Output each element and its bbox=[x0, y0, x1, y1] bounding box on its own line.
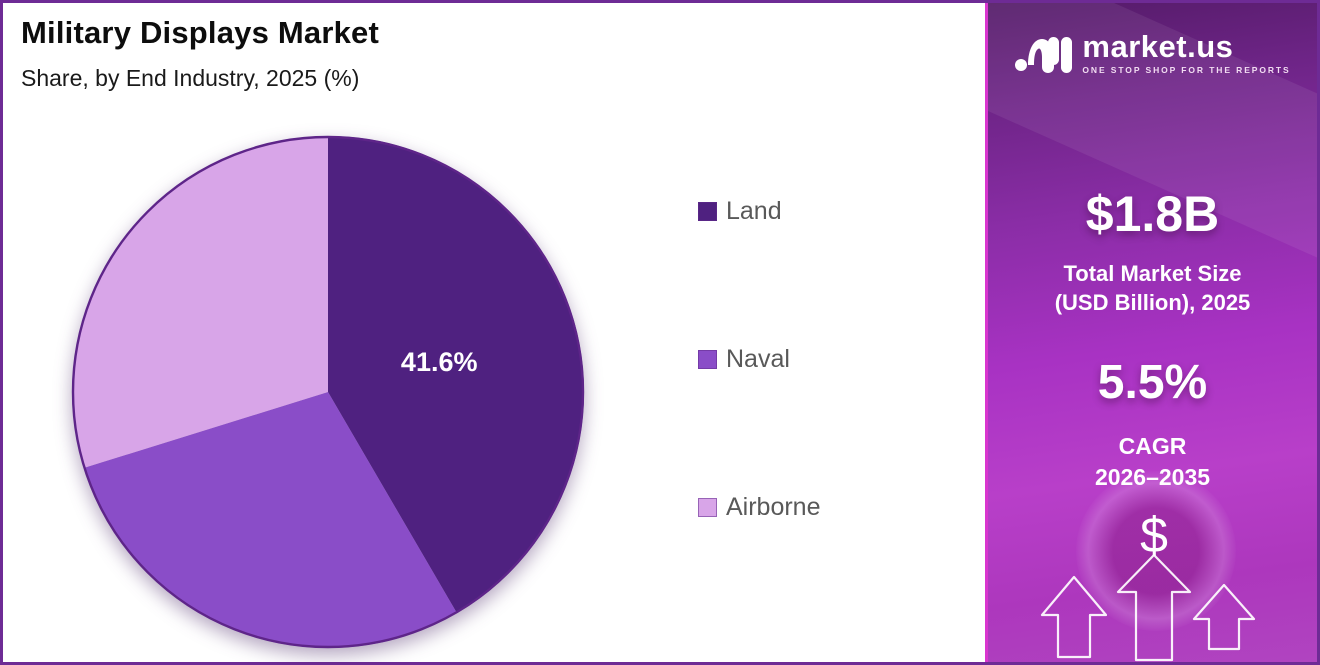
cagr-caption: CAGR 2026–2035 bbox=[988, 431, 1317, 493]
legend-label-naval: Naval bbox=[726, 345, 790, 373]
up-arrow-icon-middle bbox=[1116, 553, 1192, 662]
cagr-value: 5.5% bbox=[1097, 356, 1208, 409]
chart-area: Military Displays Market Share, by End I… bbox=[3, 3, 985, 662]
sidebar: market.us ONE STOP SHOP FOR THE REPORTS … bbox=[985, 3, 1317, 662]
page-subtitle: Share, by End Industry, 2025 (%) bbox=[21, 65, 360, 91]
cagr-caption-line2: 2026–2035 bbox=[1094, 464, 1211, 490]
legend-swatch-naval bbox=[698, 350, 717, 369]
cagr-caption-line1: CAGR bbox=[1118, 433, 1187, 459]
legend-item-naval: Naval bbox=[698, 345, 821, 374]
dollar-icon: $ bbox=[1140, 507, 1168, 563]
up-arrow-icon-right bbox=[1192, 583, 1256, 651]
pie-chart: 41.6% bbox=[66, 130, 590, 654]
legend-swatch-land bbox=[698, 202, 717, 221]
market-size-value: $1.8B bbox=[1085, 186, 1220, 242]
pie-slice-label-land: 41.6% bbox=[401, 347, 478, 377]
legend-label-airborne: Airborne bbox=[726, 493, 821, 521]
market-size-caption-line2: (USD Billion), 2025 bbox=[1054, 290, 1251, 315]
market-size-caption-line1: Total Market Size bbox=[1063, 261, 1242, 286]
legend-item-land: Land bbox=[698, 197, 821, 226]
brand-logo: market.us ONE STOP SHOP FOR THE REPORTS bbox=[988, 27, 1317, 79]
logo-text: market.us ONE STOP SHOP FOR THE REPORTS bbox=[1082, 28, 1291, 75]
market-size-caption: Total Market Size (USD Billion), 2025 bbox=[988, 259, 1317, 317]
logo-tagline: ONE STOP SHOP FOR THE REPORTS bbox=[1082, 64, 1291, 75]
pie-slice-airborne bbox=[72, 136, 328, 469]
pie-outline bbox=[71, 135, 585, 649]
pie-slice-land bbox=[328, 136, 584, 614]
legend-item-airborne: Airborne bbox=[698, 493, 821, 522]
logo-brand: market.us bbox=[1082, 28, 1234, 64]
legend: Land Naval Airborne bbox=[698, 197, 821, 522]
pie-slice-naval bbox=[83, 392, 457, 648]
up-arrow-icon-left bbox=[1040, 575, 1108, 659]
legend-swatch-airborne bbox=[698, 498, 717, 517]
pie-chart-svg: 41.6% bbox=[71, 135, 585, 649]
growth-arrows-graphic: $ bbox=[1040, 507, 1256, 662]
marketus-logo-icon bbox=[1015, 37, 1073, 73]
page-title: Military Displays Market bbox=[21, 15, 380, 50]
legend-label-land: Land bbox=[726, 197, 782, 225]
